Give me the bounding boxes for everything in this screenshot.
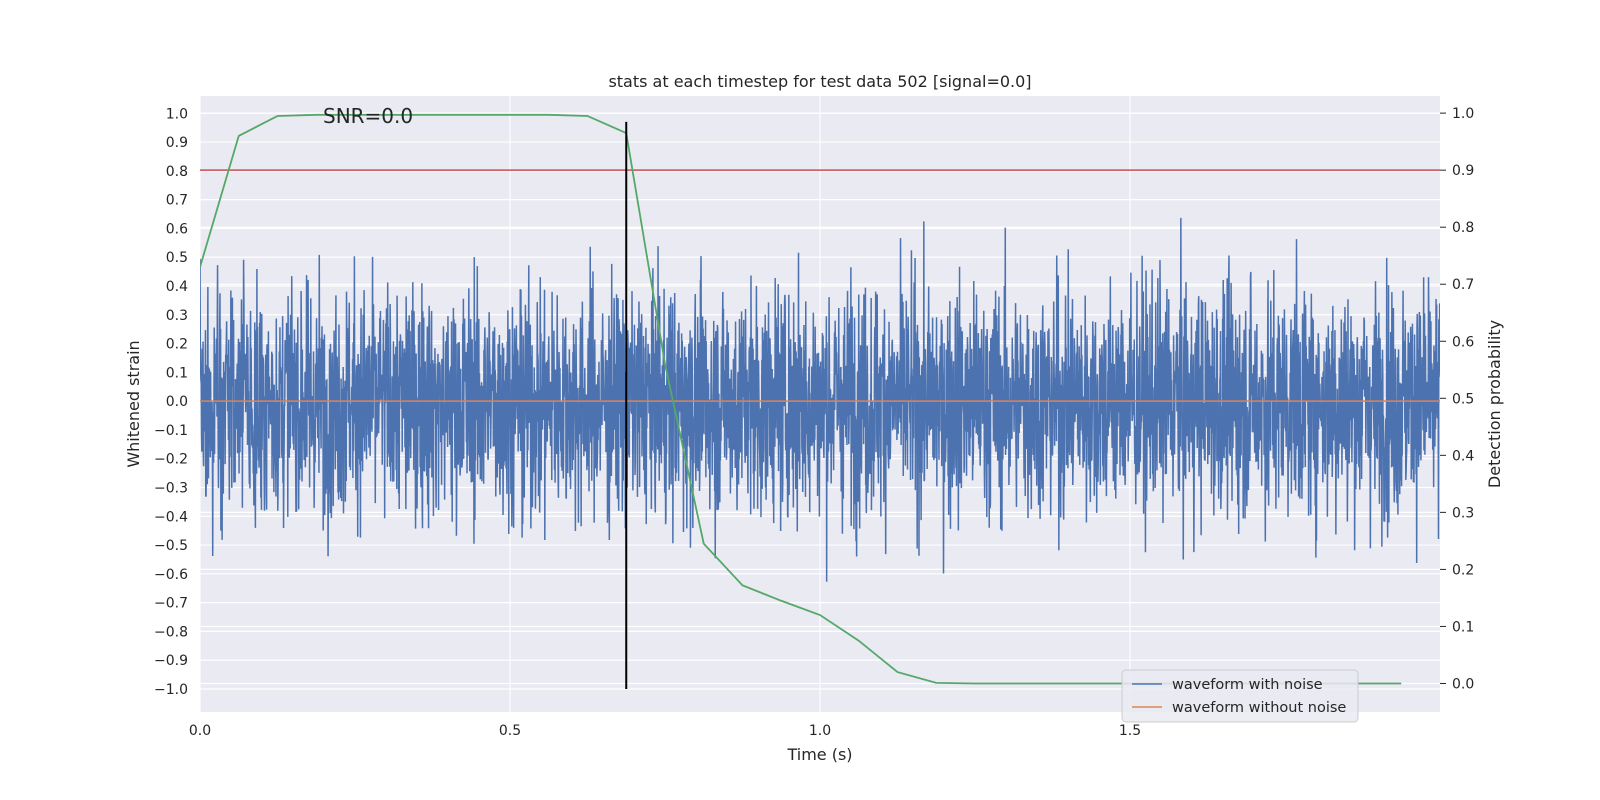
y-left-tick-label: 0.1 [166,365,188,381]
x-tick-label: 1.0 [809,723,831,739]
y-right-tick-label: 0.1 [1452,619,1474,635]
chart-title: stats at each timestep for test data 502… [608,72,1031,91]
y-left-tick-label: 0.7 [166,193,188,209]
snr-annotation: SNR=0.0 [323,104,413,128]
y-left-tick-label: −0.1 [154,423,188,439]
x-axis-label: Time (s) [786,745,852,764]
y-right-tick-label: 0.7 [1452,277,1474,293]
y-left-tick-label: −1.0 [154,682,188,698]
series-waveform-with-noise [200,217,1440,582]
y-right-tick-label: 0.6 [1452,334,1474,350]
y-axis-label-right: Detection probability [1485,320,1504,488]
y-left-tick-label: 0.4 [166,279,188,295]
y-left-tick-label: −0.8 [154,624,188,640]
legend-label-clean: waveform without noise [1172,700,1346,716]
axis-ticks: 0.0 0.5 1.0 1.5 1.0 0.9 0.8 0.7 0.6 0.5 0.4 0.3 0.2 0… [154,106,1474,739]
y-right-tick-label: 0.8 [1452,220,1474,236]
y-left-tick-label: −0.4 [154,509,188,525]
y-left-tick-label: −0.9 [154,653,188,669]
y-left-tick-label: 0.8 [166,164,188,180]
x-tick-label: 0.5 [499,723,521,739]
y-left-tick-label: 0.5 [166,250,188,266]
y-left-tick-label: 0.2 [166,337,188,353]
y-right-tick-label: 0.3 [1452,505,1474,521]
y-left-tick-label: −0.2 [154,452,188,468]
y-left-tick-label: 0.6 [166,221,188,237]
y-left-tick-label: −0.6 [154,567,188,583]
y-left-tick-label: −0.7 [154,596,188,612]
y-left-tick-label: 1.0 [166,106,188,122]
legend-label-noise: waveform with noise [1172,677,1323,693]
y-right-tick-label: 0.5 [1452,391,1474,407]
y-right-tick-label: 0.4 [1452,448,1474,464]
y-left-tick-label: 0.9 [166,135,188,151]
legend-box [1121,669,1359,723]
y-axis-label-left: Whitened strain [124,340,143,467]
x-tick-label: 0.0 [189,723,211,739]
y-right-tick-label: 0.2 [1452,562,1474,578]
y-right-tick-label: 1.0 [1452,106,1474,122]
x-tick-label: 1.5 [1119,723,1141,739]
y-left-tick-label: −0.5 [154,538,188,554]
y-left-tick-label: −0.3 [154,480,188,496]
y-right-tick-label: 0.0 [1452,676,1474,692]
y-left-tick-label: 0.3 [166,308,188,324]
legend: waveform with noise waveform without noi… [1121,669,1359,723]
y-left-tick-label: 0.0 [166,394,188,410]
y-right-tick-label: 0.9 [1452,163,1474,179]
